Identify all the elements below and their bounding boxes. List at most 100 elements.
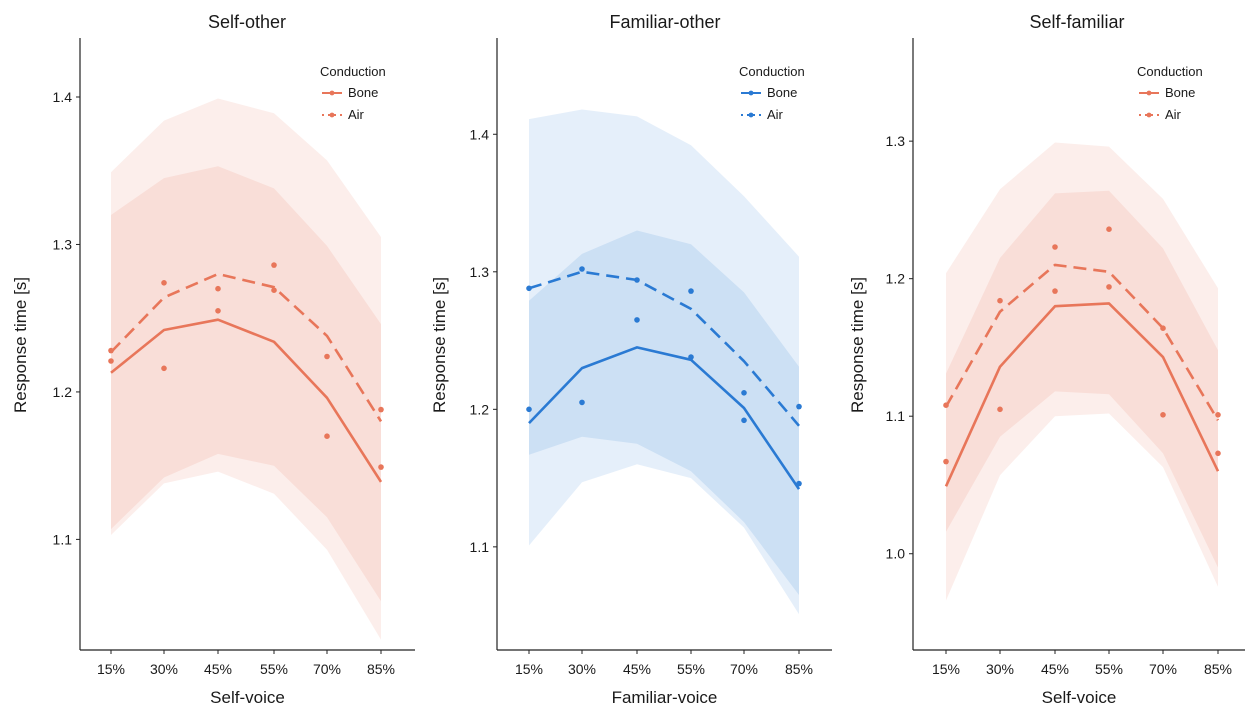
x-axis-label: Familiar-voice bbox=[612, 688, 718, 707]
y-tick-label: 1.1 bbox=[53, 531, 73, 547]
series-line-bone bbox=[944, 302, 1220, 487]
x-tick-label: 30% bbox=[986, 661, 1014, 677]
y-tick-label: 1.2 bbox=[470, 401, 490, 417]
data-point-bone bbox=[108, 358, 114, 364]
chart-panel-3: 1.0 1.1 1.2 1.3 15% 30% 45% 55% 70% 85% Self-famil… bbox=[848, 12, 1245, 707]
ci-band-inner bbox=[111, 166, 381, 602]
data-point-bone bbox=[1106, 284, 1112, 290]
ci-band-outer bbox=[529, 109, 799, 615]
data-point-air bbox=[1106, 226, 1112, 232]
x-axis-label: Self-voice bbox=[1042, 688, 1117, 707]
data-point-air bbox=[215, 285, 221, 292]
legend-title: Conduction bbox=[739, 64, 805, 79]
ci-band-outer bbox=[111, 98, 381, 640]
chart-title: Familiar-other bbox=[609, 12, 720, 32]
data-point-air bbox=[108, 347, 114, 354]
ci-band-inner bbox=[946, 190, 1218, 568]
ci-band-outer bbox=[946, 142, 1218, 601]
legend-label: Bone bbox=[767, 85, 797, 100]
data-point-bone bbox=[161, 365, 167, 372]
y-tick-label: 1.3 bbox=[53, 236, 73, 252]
series-line-air bbox=[110, 272, 383, 423]
x-tick-label: 45% bbox=[1041, 661, 1069, 677]
legend: Conduction Bone Air bbox=[739, 64, 805, 122]
y-tick-label: 1.3 bbox=[886, 133, 906, 149]
legend-key-point bbox=[748, 112, 754, 118]
y-tick-label: 1.3 bbox=[470, 264, 490, 280]
data-point-bone bbox=[1160, 412, 1166, 418]
series-line-air bbox=[528, 270, 800, 427]
x-tick-label: 70% bbox=[1149, 661, 1177, 677]
y-tick-label: 1.0 bbox=[886, 546, 906, 562]
data-point-bone bbox=[579, 399, 585, 406]
x-tick-label: 15% bbox=[97, 661, 125, 677]
data-point-bone bbox=[271, 287, 277, 294]
y-axis-label: Response time [s] bbox=[11, 277, 30, 413]
data-point-air bbox=[579, 266, 585, 272]
data-point-bone bbox=[997, 406, 1003, 413]
legend: Conduction Bone Air bbox=[1137, 64, 1203, 122]
x-tick-label: 85% bbox=[367, 661, 395, 677]
data-point-bone bbox=[526, 406, 532, 413]
data-point-air bbox=[378, 406, 384, 413]
data-point-air bbox=[324, 353, 330, 360]
data-point-air bbox=[1160, 325, 1166, 332]
x-tick-label: 45% bbox=[623, 661, 651, 677]
data-point-bone bbox=[1215, 450, 1221, 457]
data-point-bone bbox=[943, 458, 949, 465]
x-tick-label: 30% bbox=[150, 661, 178, 677]
x-tick-label: 55% bbox=[677, 661, 705, 677]
x-tick-label: 45% bbox=[204, 661, 232, 677]
legend-title: Conduction bbox=[1137, 64, 1203, 79]
data-point-bone bbox=[378, 464, 384, 470]
y-tick-label: 1.2 bbox=[886, 271, 906, 287]
data-point-air bbox=[796, 403, 802, 410]
y-axis-label: Response time [s] bbox=[430, 277, 449, 413]
y-tick-label: 1.1 bbox=[886, 408, 906, 424]
x-tick-label: 15% bbox=[515, 661, 543, 677]
legend-label: Bone bbox=[1165, 85, 1195, 100]
x-tick-label: 70% bbox=[730, 661, 758, 677]
y-tick-label: 1.4 bbox=[53, 89, 73, 105]
x-tick-label: 15% bbox=[932, 661, 960, 677]
data-point-bone bbox=[1052, 288, 1058, 294]
x-tick-label: 70% bbox=[313, 661, 341, 677]
data-point-air bbox=[634, 277, 640, 283]
data-point-air bbox=[1215, 412, 1221, 418]
series-line-air bbox=[944, 263, 1220, 421]
ci-band-inner bbox=[529, 230, 799, 595]
series-line-bone bbox=[528, 346, 801, 490]
x-tick-label: 85% bbox=[785, 661, 813, 677]
x-tick-label: 30% bbox=[568, 661, 596, 677]
legend-title: Conduction bbox=[320, 64, 386, 79]
x-tick-label: 55% bbox=[260, 661, 288, 677]
legend-label: Air bbox=[1165, 107, 1182, 122]
y-axis-label: Response time [s] bbox=[848, 277, 867, 413]
chart-panel-2: 1.1 1.2 1.3 1.4 15% 30% 45% 55% 70% 85% Familiar-o… bbox=[430, 12, 832, 707]
data-point-bone bbox=[796, 480, 802, 487]
x-tick-label: 55% bbox=[1095, 661, 1123, 677]
chart-panel-1: 1.1 1.2 1.3 1.4 15% 30% 45% 55% 70% 85% Self-other… bbox=[11, 12, 415, 707]
legend: Conduction Bone Air bbox=[320, 64, 386, 122]
data-point-bone bbox=[741, 417, 747, 424]
legend-label: Bone bbox=[348, 85, 378, 100]
legend-label: Air bbox=[348, 107, 365, 122]
y-tick-label: 1.1 bbox=[470, 539, 490, 555]
data-point-bone bbox=[324, 433, 330, 440]
legend-key-point bbox=[1146, 90, 1152, 96]
legend-label: Air bbox=[767, 107, 784, 122]
data-point-bone bbox=[688, 354, 694, 360]
data-point-air bbox=[161, 280, 167, 286]
y-tick-label: 1.2 bbox=[53, 384, 73, 400]
data-point-air bbox=[741, 390, 747, 396]
legend-key-point bbox=[748, 90, 754, 96]
y-tick-label: 1.4 bbox=[470, 126, 490, 142]
data-point-air bbox=[526, 285, 532, 292]
legend-key-point bbox=[329, 112, 335, 118]
legend-key-point bbox=[1146, 112, 1152, 118]
data-point-bone bbox=[215, 308, 221, 314]
data-point-bone bbox=[634, 317, 640, 323]
data-point-air bbox=[997, 297, 1003, 304]
series-line-bone bbox=[110, 318, 383, 483]
